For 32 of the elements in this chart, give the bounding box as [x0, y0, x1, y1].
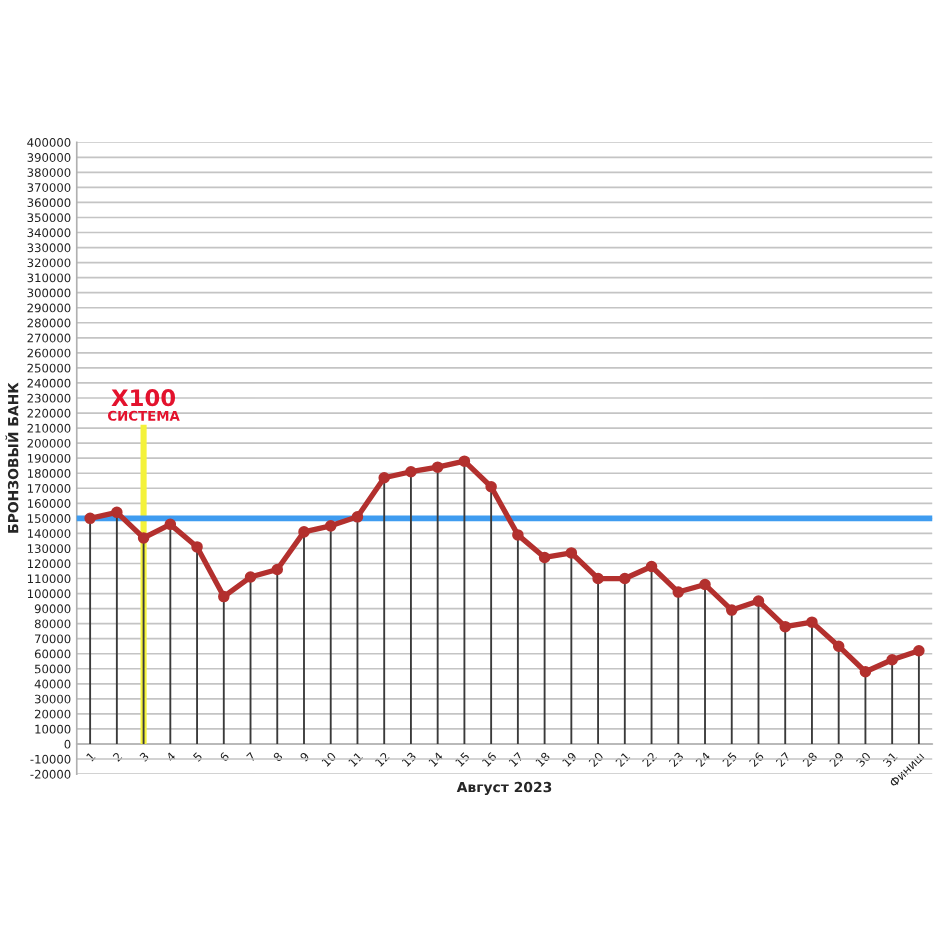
point	[512, 529, 524, 541]
point	[191, 541, 203, 553]
point	[752, 595, 765, 607]
point	[565, 547, 578, 559]
point	[538, 551, 551, 564]
point	[244, 571, 257, 583]
point	[405, 465, 417, 478]
point	[298, 526, 310, 538]
point	[218, 590, 230, 603]
point	[137, 532, 150, 544]
point	[378, 471, 390, 484]
point	[699, 578, 711, 591]
point	[645, 560, 658, 573]
point	[859, 666, 872, 678]
point	[913, 644, 925, 657]
point	[806, 616, 818, 628]
point	[592, 572, 604, 585]
point	[111, 506, 123, 519]
point	[164, 518, 177, 531]
point	[672, 586, 685, 598]
point	[832, 640, 845, 652]
point	[458, 455, 471, 467]
point	[84, 512, 96, 525]
point	[485, 480, 497, 493]
point	[886, 653, 898, 666]
point	[619, 572, 631, 585]
point	[351, 511, 364, 523]
point	[431, 461, 444, 473]
point	[324, 520, 337, 532]
point	[271, 563, 284, 576]
point	[725, 604, 738, 616]
point	[779, 620, 791, 633]
